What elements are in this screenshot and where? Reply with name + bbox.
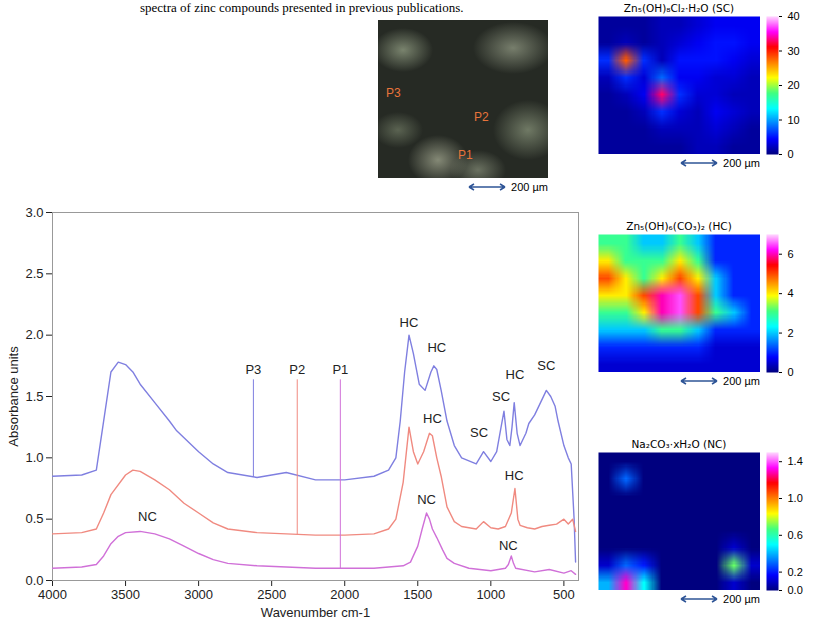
svg-text:NC: NC xyxy=(499,538,518,553)
svg-text:500: 500 xyxy=(553,587,575,602)
svg-text:1500: 1500 xyxy=(403,587,432,602)
svg-text:1.5: 1.5 xyxy=(25,389,43,404)
svg-text:40: 40 xyxy=(788,10,800,22)
html-text:200 µm: 200 µm xyxy=(723,374,760,387)
svg-text:4: 4 xyxy=(788,287,794,299)
svg-text:20: 20 xyxy=(788,79,800,91)
svg-text:1.0: 1.0 xyxy=(788,492,803,504)
svg-text:HC: HC xyxy=(427,340,446,355)
svg-text:SC: SC xyxy=(470,425,488,440)
svg-text:2.5: 2.5 xyxy=(25,266,43,281)
svg-text:SC: SC xyxy=(537,358,555,373)
html-text:Zn₅(OH)₈Cl₂·H₂O (SC): Zn₅(OH)₈Cl₂·H₂O (SC) xyxy=(623,2,735,14)
svg-text:SC: SC xyxy=(492,389,510,404)
html-text:200 µm: 200 µm xyxy=(723,592,760,605)
svg-text:0: 0 xyxy=(788,366,794,378)
svg-text:3000: 3000 xyxy=(184,587,213,602)
svg-text:2500: 2500 xyxy=(257,587,286,602)
html-text:200 µm: 200 µm xyxy=(723,156,760,169)
svg-text:1.4: 1.4 xyxy=(788,455,803,467)
html-text:P3: P3 xyxy=(386,86,401,100)
html-text:spectra of zinc compounds pres: spectra of zinc compounds presented in p… xyxy=(140,0,464,15)
svg-text:1.0: 1.0 xyxy=(25,450,43,465)
svg-text:Wavenumber cm-1: Wavenumber cm-1 xyxy=(261,605,370,620)
svg-text:HC: HC xyxy=(506,367,525,382)
svg-text:6: 6 xyxy=(788,248,794,260)
svg-text:HC: HC xyxy=(423,411,442,426)
svg-text:HC: HC xyxy=(505,468,524,483)
svg-text:HC: HC xyxy=(400,315,419,330)
svg-text:P2: P2 xyxy=(289,362,305,377)
html-text:P1: P1 xyxy=(458,148,473,162)
svg-text:1000: 1000 xyxy=(476,587,505,602)
svg-text:0.0: 0.0 xyxy=(788,584,803,596)
svg-text:10: 10 xyxy=(788,114,800,126)
svg-text:0: 0 xyxy=(788,148,794,160)
svg-text:0.2: 0.2 xyxy=(788,566,803,578)
svg-text:0.5: 0.5 xyxy=(25,511,43,526)
svg-text:4000: 4000 xyxy=(38,587,67,602)
svg-text:3500: 3500 xyxy=(111,587,140,602)
svg-text:NC: NC xyxy=(138,509,157,524)
html-text:Na₂CO₃·xH₂O (NC): Na₂CO₃·xH₂O (NC) xyxy=(631,438,727,450)
svg-text:0.0: 0.0 xyxy=(25,573,43,588)
svg-text:2000: 2000 xyxy=(330,587,359,602)
svg-text:30: 30 xyxy=(788,45,800,57)
html-text:P2: P2 xyxy=(474,110,489,124)
svg-text:2.0: 2.0 xyxy=(25,327,43,342)
svg-text:2: 2 xyxy=(788,327,794,339)
html-text:Zn₅(OH)₆(CO₃)₂ (HC): Zn₅(OH)₆(CO₃)₂ (HC) xyxy=(626,220,732,232)
svg-text:P3: P3 xyxy=(245,362,261,377)
svg-text:NC: NC xyxy=(417,492,436,507)
svg-text:3.0: 3.0 xyxy=(25,205,43,220)
svg-text:P1: P1 xyxy=(332,362,348,377)
svg-text:Absorbance units: Absorbance units xyxy=(6,346,21,447)
html-text:200 µm: 200 µm xyxy=(511,181,548,193)
svg-text:0.6: 0.6 xyxy=(788,529,803,541)
